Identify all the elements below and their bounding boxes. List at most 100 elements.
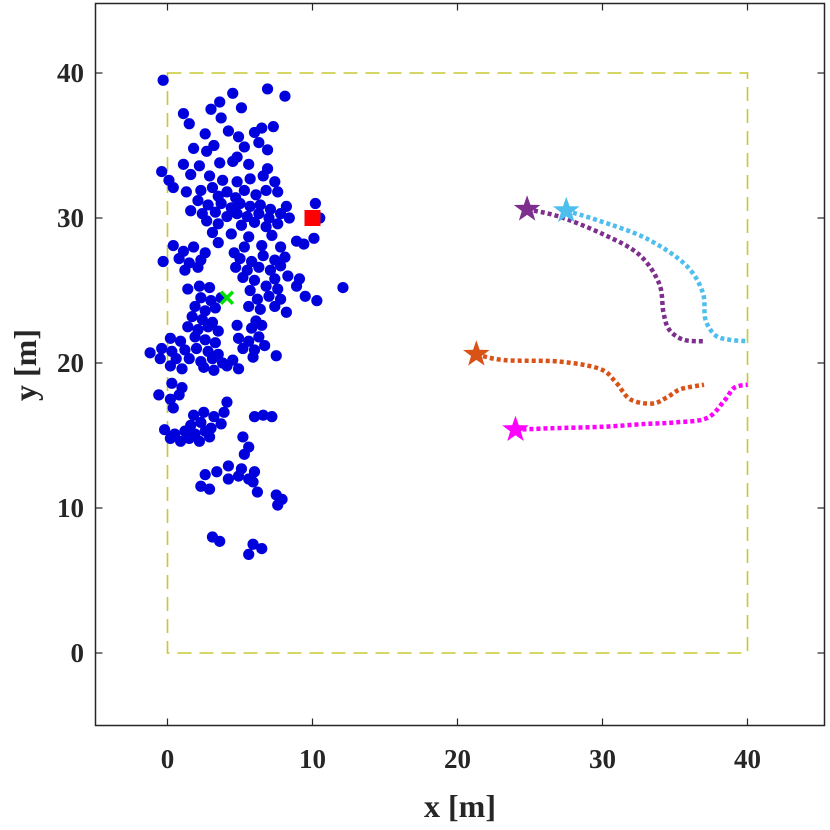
scatter-point xyxy=(232,332,245,344)
scatter-point xyxy=(235,102,248,114)
scatter-point xyxy=(261,144,274,156)
scatter-point xyxy=(208,364,220,376)
start-cross-marker xyxy=(219,290,235,305)
scatter-point xyxy=(267,121,279,133)
scatter-point xyxy=(253,137,265,149)
scatter-point xyxy=(266,411,278,423)
scatter-point xyxy=(195,292,207,304)
scatter-point xyxy=(199,469,211,481)
trajectory-start-star-3 xyxy=(463,340,490,366)
scatter-point xyxy=(206,353,219,365)
scatter-point xyxy=(154,353,166,365)
scatter-point xyxy=(272,186,284,198)
scatter-point xyxy=(272,218,284,230)
scatter-point xyxy=(256,239,268,252)
scatter-point xyxy=(214,535,226,547)
scatter-point xyxy=(199,334,211,346)
scatter-point xyxy=(157,74,169,86)
scatter-point xyxy=(237,342,249,355)
scatter-point xyxy=(177,158,190,170)
scatter-point xyxy=(250,189,262,201)
scatter-point xyxy=(174,435,187,447)
scatter-point xyxy=(209,337,221,349)
scatter-point xyxy=(251,486,263,498)
scatter-point xyxy=(246,322,258,334)
scatter-point xyxy=(227,155,239,168)
trajectory-line-4 xyxy=(515,382,748,432)
scatter-point xyxy=(237,271,249,284)
scatter-point xyxy=(248,274,261,286)
scatter-point xyxy=(283,212,295,224)
scatter-point xyxy=(254,199,266,211)
x-tick-label: 20 xyxy=(444,744,471,774)
scatter-point xyxy=(244,200,256,212)
scatter-point xyxy=(270,350,282,362)
scatter-point xyxy=(167,402,179,414)
trajectory-layer xyxy=(463,195,748,442)
scatter-point xyxy=(208,411,220,423)
scatter-point xyxy=(202,199,214,211)
scatter-point xyxy=(173,389,185,401)
scatter-point xyxy=(256,543,268,555)
scatter-point xyxy=(192,195,204,207)
scatter-point xyxy=(275,208,287,220)
scatter-point xyxy=(269,300,281,313)
scatter-point xyxy=(221,360,233,372)
scatter-point xyxy=(192,261,204,273)
scatter-point xyxy=(188,142,200,154)
scatter-point xyxy=(186,311,198,323)
scatter-point xyxy=(215,197,227,210)
scatter-point xyxy=(183,432,195,444)
scatter-point xyxy=(179,264,191,276)
scatter-point xyxy=(275,241,287,253)
scatter-point xyxy=(179,344,191,356)
scatter-point xyxy=(269,176,281,188)
scatter-point xyxy=(237,431,249,443)
scatter-point xyxy=(218,406,230,418)
scatter-point xyxy=(337,282,349,294)
scatter-point xyxy=(259,340,271,352)
scatter-point xyxy=(198,361,210,373)
scatter-point xyxy=(231,319,243,331)
scatter-point xyxy=(205,103,217,115)
scatter-point xyxy=(248,411,261,423)
scatter-point xyxy=(190,342,203,355)
y-tick-label: 30 xyxy=(57,203,84,233)
scatter-point xyxy=(257,409,269,421)
scatter-point xyxy=(234,253,246,265)
scatter-point xyxy=(260,280,272,292)
scatter-point xyxy=(231,208,243,220)
scatter-point xyxy=(212,325,224,337)
scatter-point xyxy=(261,83,274,95)
scatter-point xyxy=(272,283,284,295)
scatter-point xyxy=(189,331,201,343)
scatter-point xyxy=(164,393,176,405)
tick-layer: 0 10 20 30 40 0 10 20 30 40 xyxy=(57,3,825,774)
scatter-point xyxy=(263,212,275,224)
trajectory-line-2 xyxy=(565,208,748,344)
scatter-point xyxy=(173,253,185,265)
scatter-point xyxy=(144,347,156,359)
trajectory-start-star-1 xyxy=(513,195,541,221)
scatter-point xyxy=(275,260,287,272)
scatter-point xyxy=(167,181,179,194)
scatter-point xyxy=(230,261,242,273)
scatter-point xyxy=(235,219,248,231)
scatter-point xyxy=(222,473,234,485)
scatter-point xyxy=(195,480,207,492)
scatter-point xyxy=(208,139,220,152)
scatter-point xyxy=(201,215,213,227)
scatter-point xyxy=(272,499,284,511)
scatter-point xyxy=(232,131,245,143)
scatter-point xyxy=(199,305,211,317)
scatter-point xyxy=(199,128,211,140)
scatter-point xyxy=(203,170,216,182)
scatter-point xyxy=(185,205,197,217)
x-tick-label: 0 xyxy=(161,744,175,774)
trajectory-start-star-4 xyxy=(502,415,529,442)
scatter-point xyxy=(231,176,243,188)
scatter-point xyxy=(183,118,195,130)
scatter-point xyxy=(247,351,259,363)
scatter-point xyxy=(193,435,205,447)
scatter-point xyxy=(238,241,250,253)
